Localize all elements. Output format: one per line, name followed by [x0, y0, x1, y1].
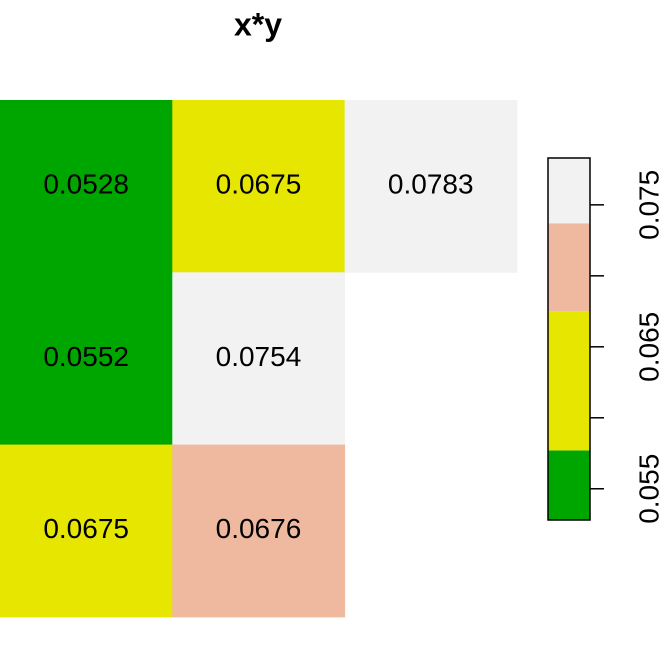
heatmap-cell: [344, 100, 518, 273]
legend-frame: [547, 157, 591, 521]
legend-swatch: [548, 311, 590, 451]
y-tick-label: 0.065: [633, 312, 664, 382]
cell-label: 0.0528: [43, 169, 129, 200]
cell-label: 0.0783: [388, 169, 474, 200]
cell-label: 0.0675: [216, 169, 302, 200]
legend-swatch: [548, 223, 590, 312]
heatmap-cell: [0, 100, 173, 273]
legend-swatch: [548, 158, 590, 224]
cell-label: 0.0675: [43, 513, 129, 544]
heatmap-cell: [172, 100, 346, 273]
cell-label: 0.0676: [216, 513, 302, 544]
heatmap-cell: [0, 444, 173, 618]
y-tick-label: 0.075: [633, 170, 664, 240]
heatmap-cell: [172, 272, 346, 446]
chart-title: x*y: [234, 6, 282, 42]
cell-label: 0.0754: [216, 341, 302, 372]
heatmap-cell: [0, 272, 173, 446]
y-tick-label: 0.055: [633, 454, 664, 524]
legend-swatch: [548, 450, 590, 520]
cell-label: 0.0552: [43, 341, 129, 372]
heatmap-cell: [172, 444, 346, 618]
